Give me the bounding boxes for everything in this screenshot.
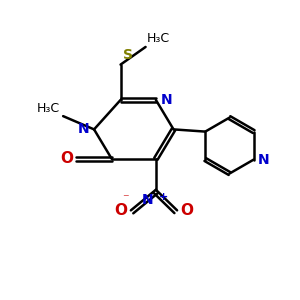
Text: O: O [181, 203, 194, 218]
Text: N: N [258, 153, 270, 166]
Text: H₃C: H₃C [147, 32, 170, 46]
Text: N: N [142, 193, 154, 207]
Text: O: O [60, 151, 73, 166]
Text: N: N [78, 122, 90, 136]
Text: ⁻: ⁻ [122, 193, 128, 206]
Text: O: O [114, 203, 127, 218]
Text: H₃C: H₃C [37, 102, 60, 115]
Text: +: + [159, 191, 168, 202]
Text: S: S [123, 48, 133, 62]
Text: N: N [160, 93, 172, 107]
